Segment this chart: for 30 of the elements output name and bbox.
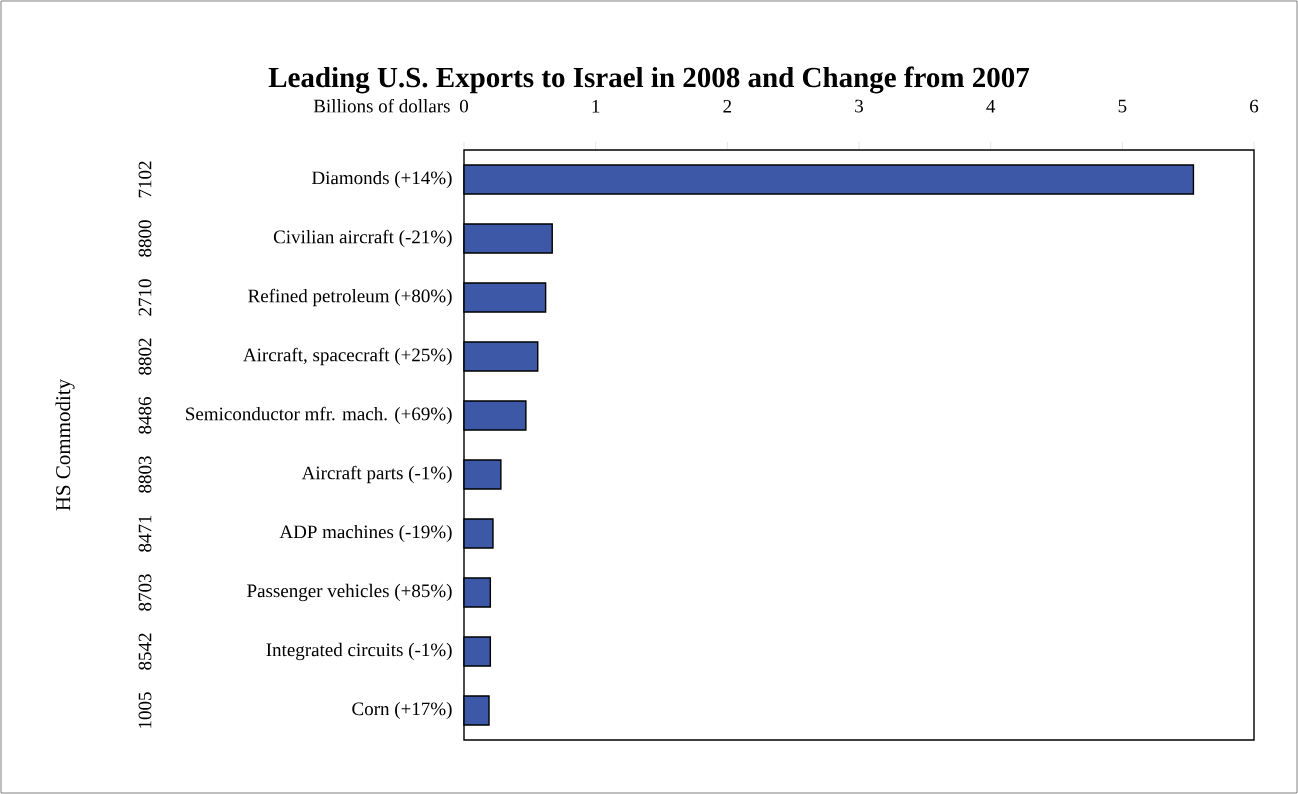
text: 2710 xyxy=(138,279,152,316)
y-tick-label: Semiconductor mfr. mach. (+69%) xyxy=(186,406,452,425)
x-tick-label: 0 xyxy=(459,99,469,113)
x-tick-label: 4 xyxy=(986,99,996,113)
y-tick-label: Aircraft, spacecraft (+25%) xyxy=(243,347,452,366)
text: 7102 xyxy=(138,161,152,198)
text: 8802 xyxy=(138,338,152,375)
text: 8803 xyxy=(138,456,152,493)
text: 8542 xyxy=(138,633,152,670)
text: 8703 xyxy=(138,574,152,611)
text: HS Commodity xyxy=(55,378,75,511)
text: 8471 xyxy=(138,515,152,552)
y-tick-label: Refined petroleum (+80%) xyxy=(248,288,452,307)
x-tick-label: 1 xyxy=(592,99,600,113)
text: 8486 xyxy=(138,397,152,434)
y-tick-label: Civilian aircraft (-21%) xyxy=(273,229,452,248)
y-tick-label: ADP machines (-19%) xyxy=(279,524,452,543)
y-tick-label: Aircraft parts (-1%) xyxy=(301,465,452,484)
x-tick-label: 6 xyxy=(1250,99,1259,113)
x-axis-title: Billions of dollars xyxy=(313,98,450,113)
chart-title: Leading U.S. Exports to Israel in 2008 and Change from 2007 xyxy=(268,66,1030,94)
y-tick-label: Corn (+17%) xyxy=(352,701,452,720)
text: 1005 xyxy=(138,692,152,728)
text: 8800 xyxy=(138,220,152,257)
y-tick-label: Diamonds (+14%) xyxy=(311,170,452,189)
x-tick-label: 2 xyxy=(723,99,732,113)
x-tick-label: 3 xyxy=(855,99,864,113)
x-tick-label: 5 xyxy=(1118,99,1127,113)
y-tick-label: Integrated circuits (-1%) xyxy=(266,642,452,661)
y-tick-label: Passenger vehicles (+85%) xyxy=(247,583,452,602)
